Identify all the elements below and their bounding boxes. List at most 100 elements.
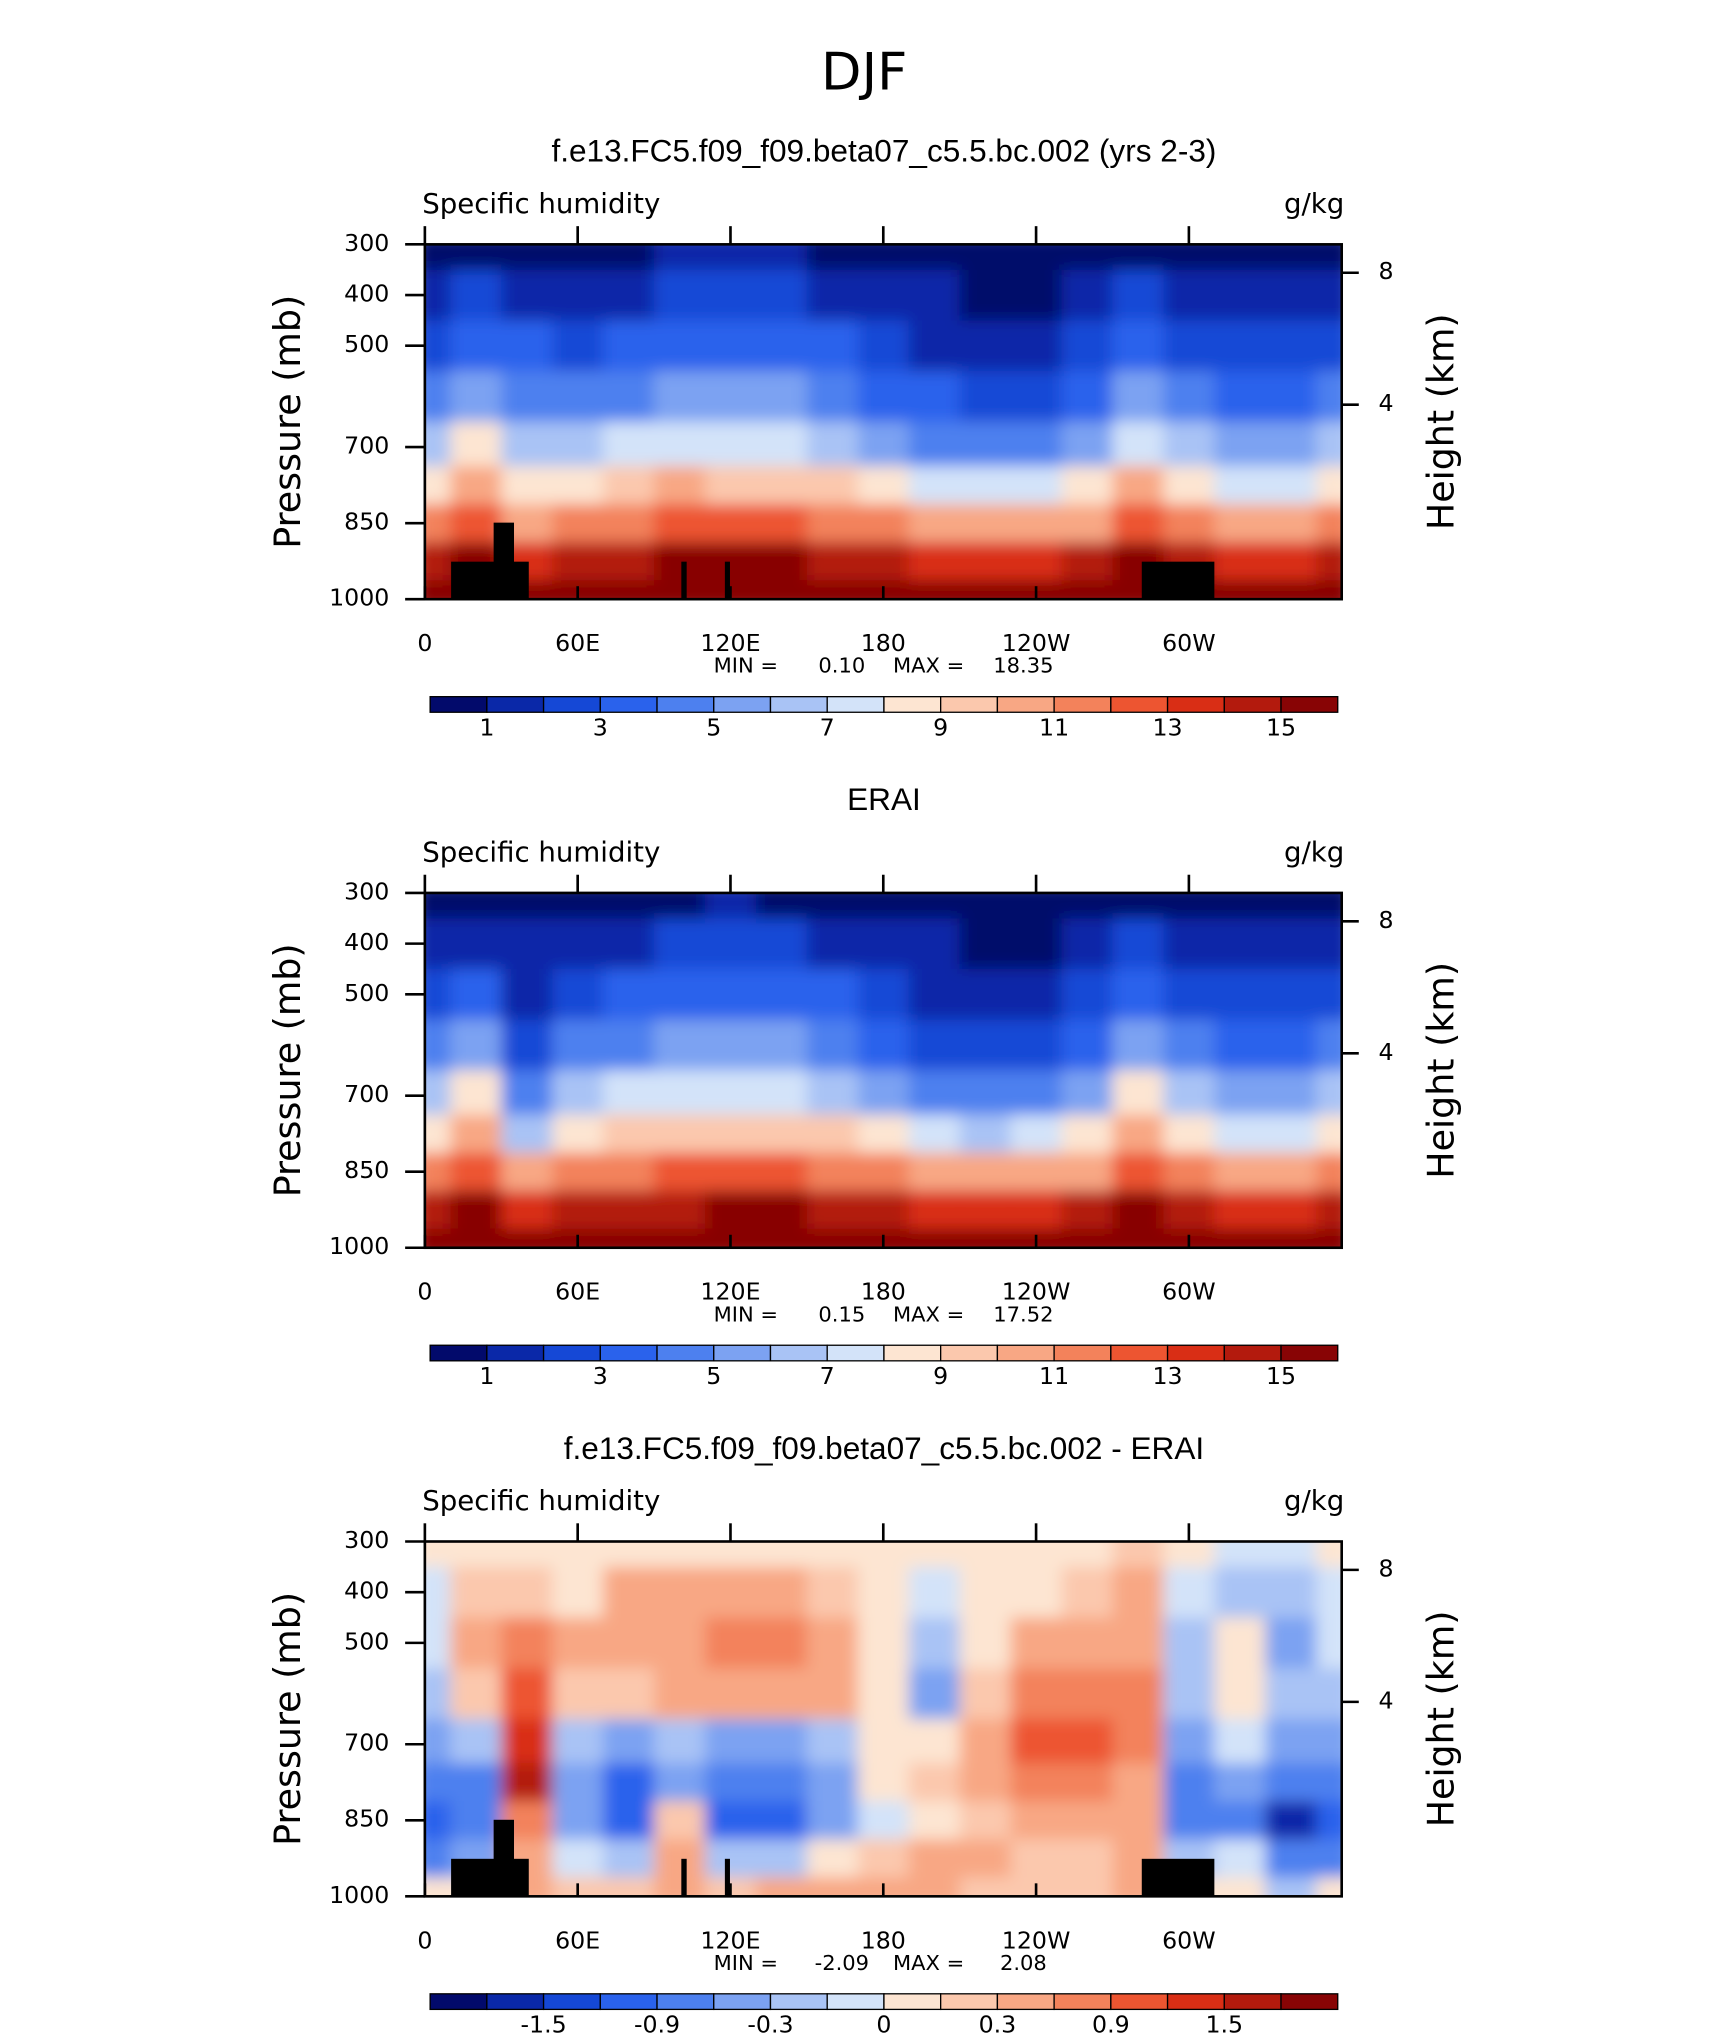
field-cell [806, 1019, 859, 1071]
field-cell [552, 1668, 604, 1720]
field-cell [603, 1839, 655, 1878]
field-cell [806, 918, 859, 970]
field-cell [959, 1617, 1012, 1669]
field-cell [806, 466, 859, 505]
field-cell [1163, 269, 1216, 322]
field-cell [1010, 918, 1063, 970]
field-cell [1061, 542, 1114, 581]
field-cell [450, 1152, 502, 1192]
field-cell [552, 1541, 604, 1568]
field-cell [1265, 371, 1317, 423]
field-cell [501, 421, 553, 467]
field-cell [603, 1566, 655, 1619]
field-cell [1061, 1152, 1114, 1192]
field-cell [1214, 892, 1266, 919]
field-cell [1214, 1152, 1266, 1192]
field-cell [857, 1839, 910, 1878]
field-cell [654, 918, 706, 970]
field-cell [1010, 542, 1063, 581]
x-tick-label: 60E [555, 1278, 600, 1306]
field-cell [654, 269, 706, 322]
field-cell [857, 1190, 910, 1230]
field-cell [1163, 466, 1216, 505]
field-cell [1010, 968, 1063, 1021]
field-cell [959, 504, 1012, 543]
field-cell [1316, 244, 1342, 271]
colorbar-box [1110, 696, 1169, 713]
field-cell [552, 1566, 604, 1619]
colorbar-label: 7 [820, 1362, 835, 1390]
field-cell [501, 1228, 553, 1248]
y-tick-label: 700 [344, 1080, 389, 1108]
colorbar-box [883, 1993, 942, 2011]
field-cell [1112, 1114, 1165, 1154]
field-cell [1163, 1114, 1216, 1154]
colorbar-label: 15 [1266, 1362, 1296, 1390]
field-cell [1010, 1763, 1063, 1802]
field-cell [1214, 421, 1266, 467]
panel: f.e13.FC5.f09_f09.beta07_c5.5.bc.002 (yr… [266, 134, 1463, 742]
field-cell [908, 1801, 961, 1840]
field-cell [501, 1152, 553, 1192]
colorbar-box [542, 1993, 601, 2011]
field-cell [705, 421, 757, 467]
field-cell [603, 1228, 655, 1248]
field-cell [755, 1877, 808, 1897]
field-cell [755, 244, 808, 271]
colorbar-label: 1 [479, 1362, 494, 1390]
field-cell [1061, 968, 1114, 1021]
field-cell [1112, 1541, 1165, 1568]
field-cell [552, 466, 604, 505]
stats-text: 0.10 [818, 654, 865, 678]
colorbar-box [1166, 1993, 1225, 2011]
colorbar-box [1053, 696, 1112, 713]
field-cell [1061, 918, 1114, 970]
stats-text: -2.09 [815, 1951, 869, 1975]
field-cell [1316, 968, 1342, 1021]
y-tick-label: 300 [344, 878, 389, 906]
field-cell [908, 421, 961, 467]
stats-text: 2.08 [1000, 1951, 1047, 1975]
x-tick-label: 180 [861, 629, 906, 657]
field-cell [1010, 1152, 1063, 1192]
panel-title: f.e13.FC5.f09_f09.beta07_c5.5.bc.002 (yr… [551, 134, 1216, 169]
field-cell [959, 1070, 1012, 1116]
colorbar-box [1280, 1993, 1339, 2011]
field-cell [1214, 1839, 1266, 1878]
field-cell [959, 371, 1012, 423]
field-cell [755, 371, 808, 423]
y-tick-label: 400 [344, 280, 389, 308]
field-cell [501, 371, 553, 423]
field-cell [603, 1668, 655, 1720]
colorbar-box [1110, 1344, 1169, 1362]
field-cell [603, 1114, 655, 1154]
field-cell [424, 1566, 451, 1619]
field-cell [1265, 1617, 1317, 1669]
field-cell [654, 466, 706, 505]
field-cell [1214, 542, 1266, 581]
field-cell [908, 542, 961, 581]
field-cell [806, 1566, 859, 1619]
field-cell [450, 421, 502, 467]
field-cell [450, 1541, 502, 1568]
field-cell [857, 1617, 910, 1669]
field-cell [857, 1668, 910, 1720]
field-cell [1112, 1801, 1165, 1840]
colorbar-box [599, 696, 658, 713]
field-cell [1265, 1070, 1317, 1116]
field-cell [424, 918, 451, 970]
field-cell [1061, 1019, 1114, 1071]
field-cell [1061, 466, 1114, 505]
field-cell [1214, 1877, 1266, 1897]
field-cell [857, 1152, 910, 1192]
field-cell [806, 1541, 859, 1568]
colorbar-box [940, 1344, 999, 1362]
y-tick-label: 400 [344, 928, 389, 956]
field-cell [1163, 1801, 1216, 1840]
field-cell [1061, 1541, 1114, 1568]
field-cell [450, 1114, 502, 1154]
field-cell [654, 244, 706, 271]
field-cell [450, 968, 502, 1021]
field-cell [1061, 1763, 1114, 1802]
field-cell [705, 968, 757, 1021]
